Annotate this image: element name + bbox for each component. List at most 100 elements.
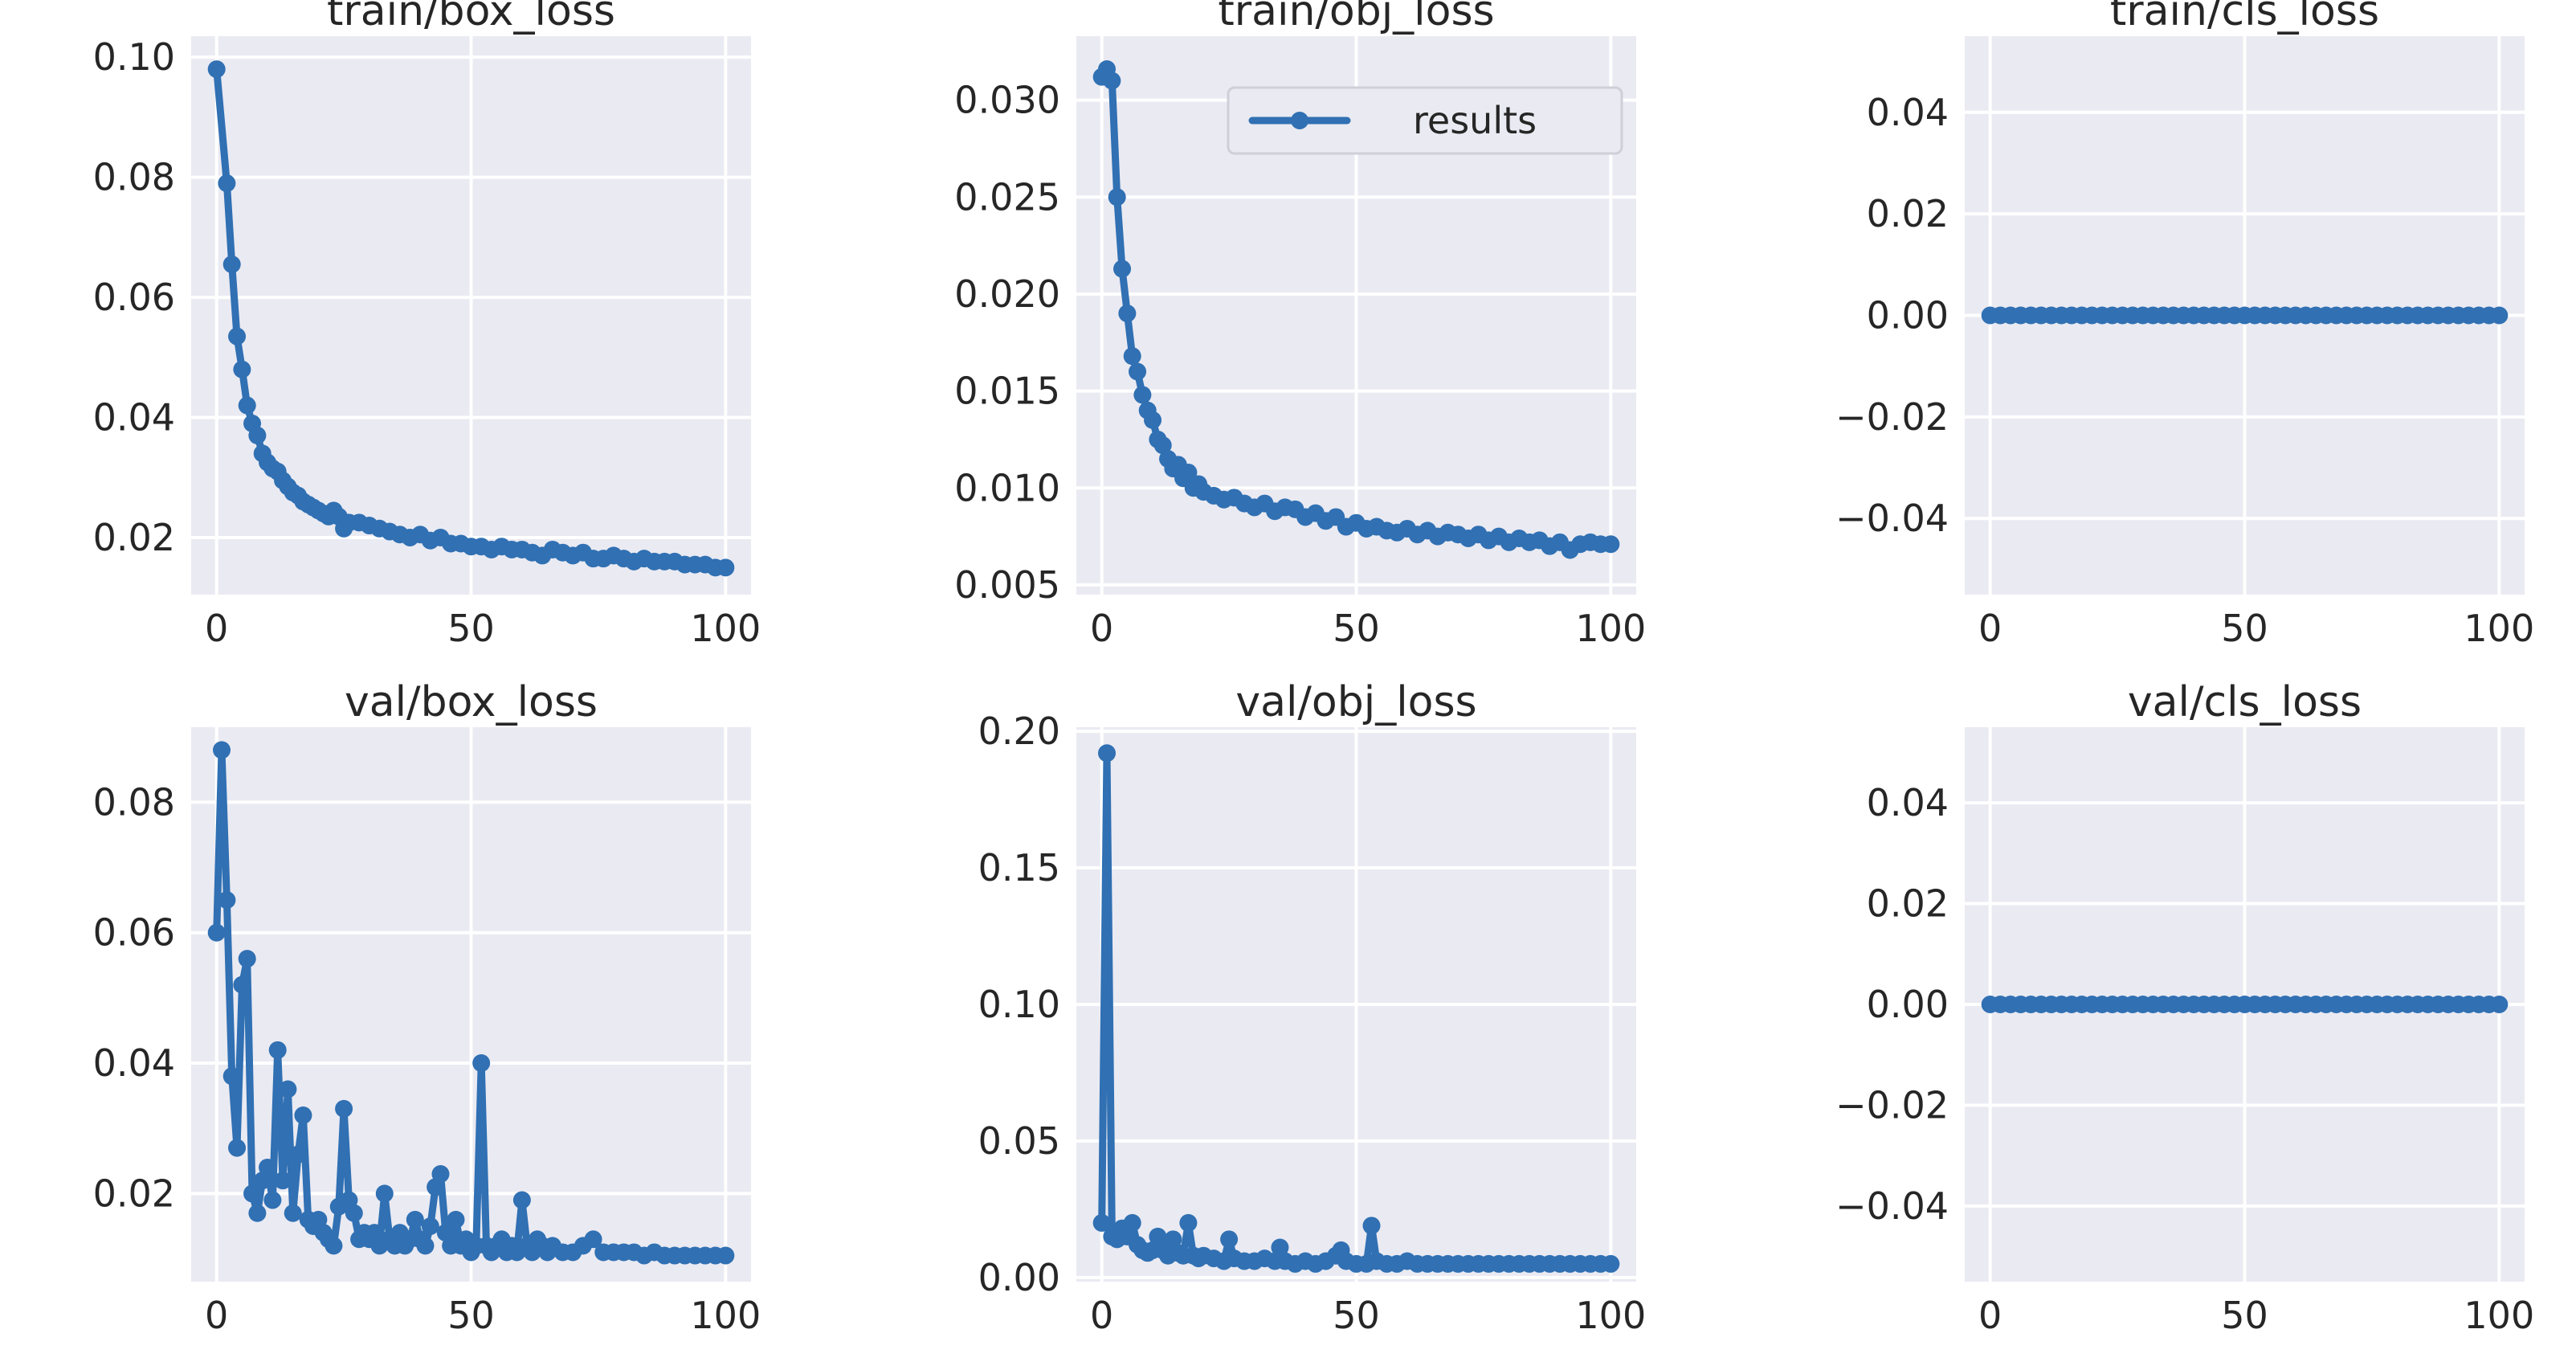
x-tick-label: 100: [2464, 607, 2534, 650]
y-tick-label: 0.02: [1867, 192, 1949, 235]
x-tick-label: 0: [1978, 607, 2002, 650]
data-point: [289, 1145, 308, 1164]
data-point: [1129, 362, 1147, 381]
data-point: [472, 1054, 491, 1073]
data-point: [716, 558, 735, 577]
y-tick-label: −0.04: [1835, 497, 1949, 540]
y-tick-label: 0.005: [954, 563, 1060, 607]
data-point: [2490, 996, 2509, 1013]
data-point: [2490, 306, 2509, 325]
x-tick-label: 50: [447, 607, 495, 650]
y-tick-label: 0.02: [93, 516, 175, 559]
data-point: [268, 1041, 287, 1059]
y-tick-label: 0.06: [93, 911, 175, 955]
data-point: [345, 1204, 363, 1222]
data-point: [222, 1067, 241, 1086]
x-tick-label: 0: [205, 1294, 228, 1337]
data-point: [284, 1204, 302, 1222]
y-tick-label: −0.04: [1835, 1184, 1949, 1228]
data-point: [421, 1217, 439, 1235]
data-point: [259, 1158, 277, 1176]
y-tick-label: 0.010: [954, 466, 1060, 509]
y-tick-label: 0.05: [978, 1119, 1060, 1163]
y-tick-label: 0.08: [93, 780, 175, 824]
data-point: [1098, 744, 1117, 763]
y-tick-label: 0.020: [954, 272, 1060, 316]
data-point: [228, 1139, 247, 1157]
x-tick-label: 100: [2464, 1294, 2534, 1337]
data-point: [263, 1191, 282, 1209]
y-tick-label: 0.08: [93, 156, 175, 199]
data-point: [1123, 347, 1141, 366]
y-tick-label: 0.015: [954, 370, 1060, 413]
x-tick-label: 50: [1333, 607, 1380, 650]
data-point: [1271, 1238, 1289, 1257]
y-tick-label: 0.20: [978, 710, 1060, 753]
y-tick-label: 0.02: [1867, 882, 1949, 926]
data-point: [207, 60, 226, 79]
panel-title: train/obj_loss: [1218, 0, 1494, 35]
data-point: [248, 426, 267, 444]
data-point: [431, 1165, 450, 1184]
data-point: [1179, 463, 1198, 481]
panel-title: val/obj_loss: [1235, 678, 1476, 726]
legend-label: results: [1413, 99, 1537, 142]
data-point: [447, 1210, 465, 1229]
data-point: [248, 1204, 267, 1222]
x-tick-label: 50: [447, 1294, 495, 1337]
data-point: [233, 975, 251, 994]
y-tick-label: 0.15: [978, 846, 1060, 890]
data-point: [1123, 1213, 1141, 1232]
panel-val-obj-loss: val/obj_loss 0.00 0.05 0.10 0.15 0.20 0 50 100: [978, 678, 1647, 1337]
data-point: [238, 396, 256, 415]
data-point: [228, 327, 247, 346]
y-tick-label: 0.04: [93, 396, 175, 440]
y-tick-label: 0.10: [978, 983, 1060, 1026]
x-tick-label: 100: [1575, 1294, 1646, 1337]
y-tick-label: 0.04: [1867, 781, 1949, 824]
data-point: [279, 1080, 297, 1098]
data-point: [213, 741, 231, 759]
data-point: [1362, 1217, 1381, 1235]
panel-val-cls-loss: val/cls_loss −0.04 −0.02 0.00 0.02 0.04 0 50 100: [1835, 678, 2534, 1337]
data-point: [218, 891, 236, 910]
x-tick-label: 50: [2221, 1294, 2268, 1337]
data-point: [335, 1099, 353, 1118]
data-point: [1220, 1230, 1239, 1249]
data-point: [238, 950, 256, 968]
legend-box: [1227, 86, 1623, 155]
data-point: [1149, 1227, 1167, 1245]
data-point: [207, 923, 226, 942]
y-tick-label: 0.04: [1867, 91, 1949, 134]
panel-train-obj-loss: train/obj_loss 0.005 0.010 0.015 0.020 0.025 0…: [954, 0, 1646, 650]
y-tick-label: 0.00: [1867, 983, 1949, 1026]
data-point: [1103, 72, 1121, 90]
data-point: [1179, 1213, 1198, 1232]
panel-val-box-loss: val/box_loss 0.02 0.04 0.06 0.08 0 50 100: [93, 678, 761, 1337]
panel-title: train/cls_loss: [2110, 0, 2379, 35]
data-point: [218, 174, 236, 193]
data-point: [1113, 260, 1132, 278]
legend: results: [1227, 86, 1623, 155]
data-point: [1092, 1213, 1111, 1232]
x-tick-label: 50: [2221, 607, 2268, 650]
panel-title: train/box_loss: [327, 0, 615, 35]
data-point: [243, 1184, 262, 1203]
y-tick-label: −0.02: [1835, 395, 1949, 439]
data-point: [1602, 535, 1620, 554]
x-tick-label: 0: [1090, 607, 1113, 650]
panel-train-box-loss: train/box_loss 0.02 0.04 0.06 0.08 0.10 0 50 100: [93, 0, 761, 650]
y-tick-label: 0.10: [93, 35, 175, 79]
y-tick-label: 0.030: [954, 79, 1060, 122]
x-tick-label: 0: [1090, 1294, 1113, 1337]
x-tick-label: 100: [690, 607, 761, 650]
data-point: [512, 1191, 531, 1209]
x-tick-label: 100: [690, 1294, 761, 1337]
data-point: [406, 1210, 424, 1229]
data-point: [1118, 305, 1137, 323]
data-point: [584, 1230, 602, 1249]
data-point: [716, 1246, 735, 1265]
data-point: [1108, 188, 1126, 207]
panel-train-cls-loss: train/cls_loss −0.04 −0.02 0.00 0.02 0.04 0 50 1…: [1835, 0, 2534, 650]
